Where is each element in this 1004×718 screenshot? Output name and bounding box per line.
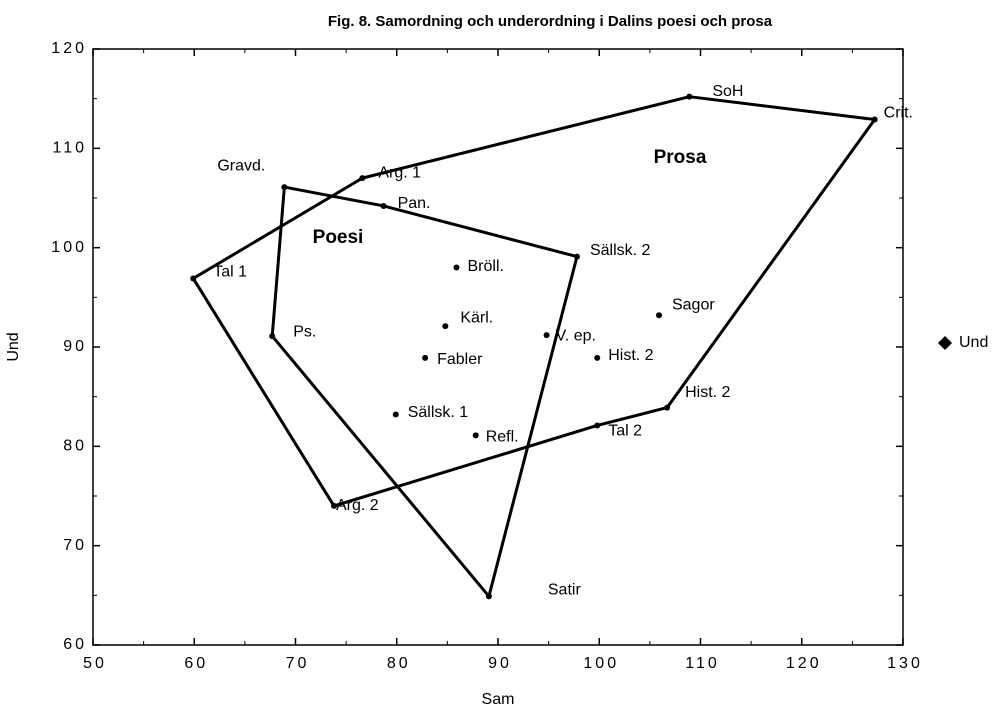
x-axis-label: Sam [482, 691, 515, 708]
point-label: Arg. 1 [378, 164, 421, 181]
point-label: Satir [548, 582, 582, 599]
point-label: Hist. 2 [685, 384, 730, 401]
point [190, 275, 197, 282]
point-label: Hist. 2 [608, 347, 653, 364]
point [543, 332, 550, 339]
point-label: Refl. [486, 429, 519, 446]
point [422, 354, 429, 361]
point-label: Sällsk. 1 [408, 404, 469, 421]
point [871, 116, 878, 123]
x-tick-label: 120 [786, 655, 822, 672]
x-tick-label: 90 [488, 655, 512, 672]
point [655, 312, 662, 319]
region-outline [270, 185, 579, 598]
point [686, 93, 693, 100]
point-label: V. ep. [556, 327, 596, 344]
point-label: Ps. [293, 323, 316, 340]
point-label: Sällsk. 2 [590, 242, 651, 259]
point [442, 323, 449, 330]
x-tick-label: 50 [83, 655, 107, 672]
point [392, 411, 399, 418]
point [359, 175, 366, 182]
point [573, 253, 580, 260]
point-label: Sagor [672, 296, 715, 313]
x-tick-label: 70 [286, 655, 310, 672]
legend-marker [938, 336, 952, 350]
y-tick-label: 70 [63, 537, 87, 554]
point [594, 422, 601, 429]
y-tick-label: 100 [51, 239, 87, 256]
y-tick-label: 120 [51, 40, 87, 57]
y-axis-label: Und [5, 332, 22, 361]
y-tick-label: 110 [52, 140, 87, 157]
x-tick-label: 110 [685, 655, 720, 672]
region-label: Poesi [313, 227, 364, 248]
region-outline [191, 95, 877, 508]
chart-title: Fig. 8. Samordning och underordning i Da… [328, 13, 773, 30]
point-label: Bröll. [467, 258, 503, 275]
y-tick-label: 80 [63, 438, 87, 455]
point [269, 333, 276, 340]
point-label: Fabler [437, 351, 483, 368]
x-tick-label: 80 [387, 655, 411, 672]
legend-label: Und [959, 334, 988, 351]
point-label: Tal 2 [608, 423, 642, 440]
x-tick-label: 130 [887, 655, 923, 672]
point-label: Pan. [398, 195, 431, 212]
point [472, 432, 479, 439]
point [330, 502, 337, 509]
point [664, 404, 671, 411]
x-tick-label: 100 [583, 655, 619, 672]
region-label: Prosa [654, 147, 707, 168]
point-label: Gravd. [217, 157, 265, 174]
point [380, 202, 387, 209]
x-tick-label: 60 [184, 655, 208, 672]
point-label: Arg. 2 [336, 497, 379, 514]
point [281, 184, 288, 191]
y-tick-label: 90 [63, 338, 87, 355]
point [594, 354, 601, 361]
point [485, 593, 492, 600]
point-label: SoH [712, 83, 743, 100]
point [453, 264, 460, 271]
point-label: Tal 1 [213, 264, 247, 281]
point-label: Kärl. [460, 309, 493, 326]
point-label: Crit. [884, 105, 913, 122]
y-tick-label: 60 [63, 636, 87, 653]
